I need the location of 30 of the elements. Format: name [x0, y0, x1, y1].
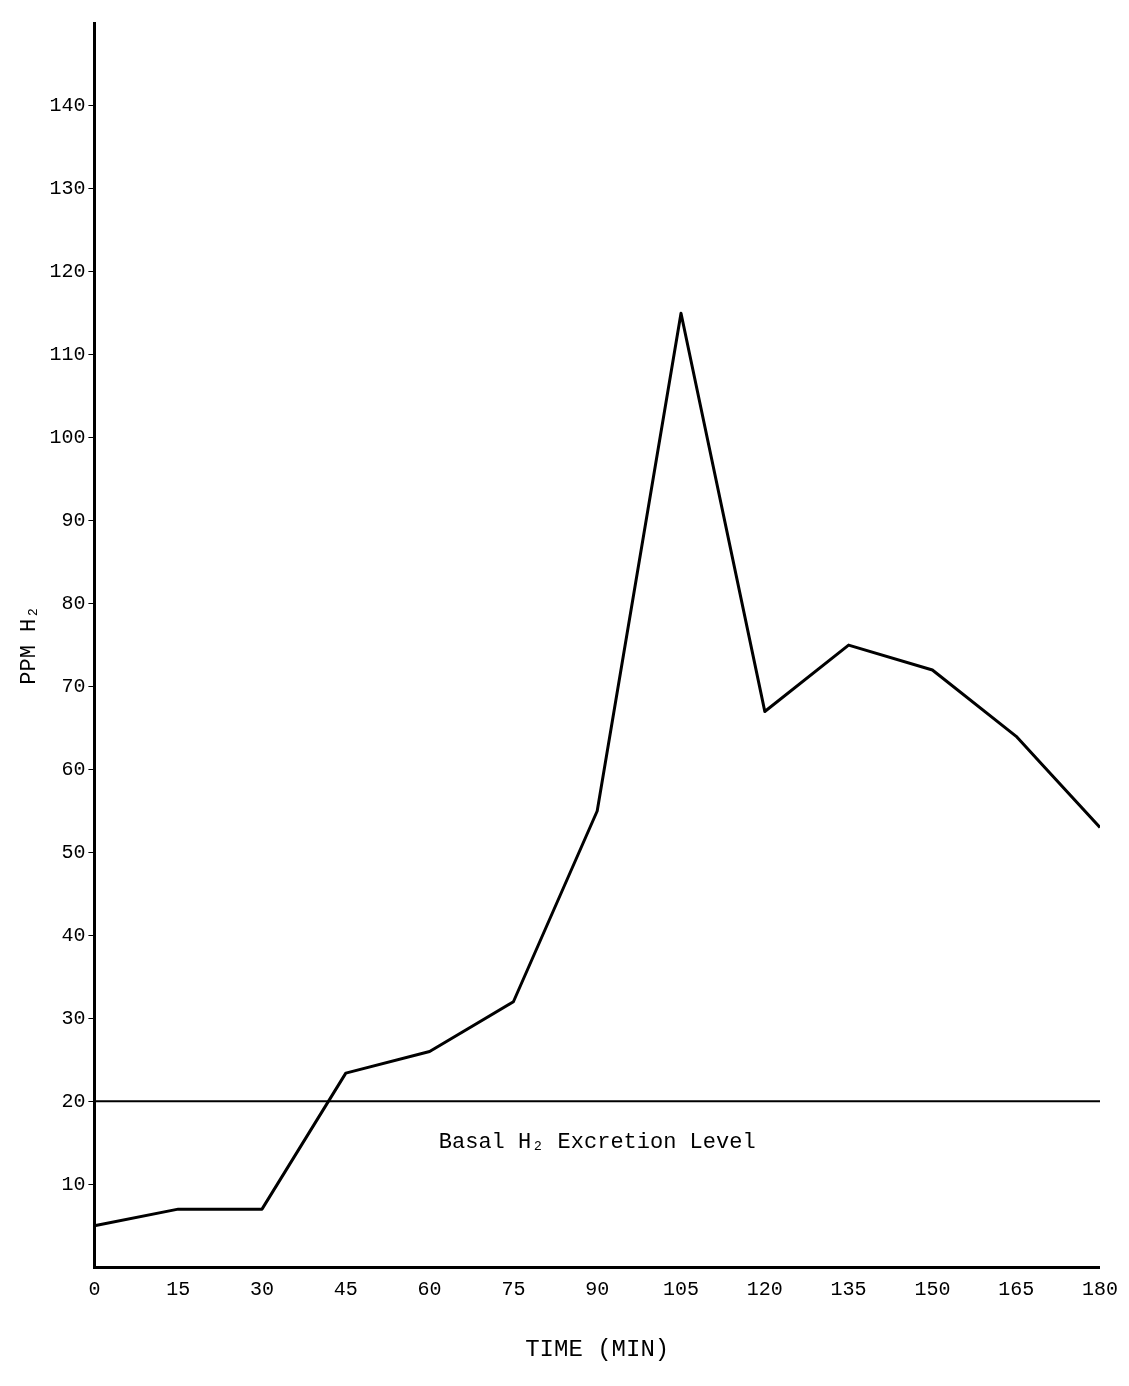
x-tick-label: 180 — [1081, 1278, 1118, 1302]
y-tick-label: 40 — [61, 923, 86, 947]
y-tick-label: 110 — [49, 343, 86, 367]
y-tick-label: 30 — [61, 1006, 86, 1030]
y-tick-label: 60 — [61, 757, 86, 781]
x-tick-label: 90 — [585, 1278, 610, 1302]
y-tick-label: 50 — [61, 840, 86, 864]
x-tick-label: 135 — [830, 1278, 867, 1302]
y-tick-label: 130 — [49, 177, 86, 201]
x-tick-label: 0 — [88, 1278, 101, 1302]
ref-line-label: Basal H₂ Excretion Level — [438, 1130, 756, 1156]
y-axis-title: PPM H₂ — [17, 605, 43, 685]
x-tick-label: 60 — [417, 1278, 442, 1302]
x-tick-label: 45 — [333, 1278, 358, 1302]
y-tick-label: 70 — [61, 674, 86, 698]
y-tick-label: 140 — [49, 94, 86, 118]
x-tick-label: 105 — [662, 1278, 700, 1302]
y-tick-label: 80 — [61, 591, 86, 615]
y-tick-label: 100 — [49, 426, 86, 450]
x-tick-label: 165 — [998, 1278, 1035, 1302]
x-tick-label: 120 — [746, 1278, 783, 1302]
y-tick-label: 20 — [61, 1089, 86, 1113]
x-tick-label: 30 — [250, 1278, 275, 1302]
x-tick-label: 75 — [501, 1278, 526, 1302]
x-tick-label: 15 — [166, 1278, 191, 1302]
y-tick-label: 120 — [49, 260, 86, 284]
y-tick-label: 90 — [61, 508, 86, 532]
x-axis-title: TIME (MIN) — [525, 1335, 670, 1363]
x-tick-label: 150 — [914, 1278, 951, 1302]
y-tick-label: 10 — [61, 1172, 86, 1196]
